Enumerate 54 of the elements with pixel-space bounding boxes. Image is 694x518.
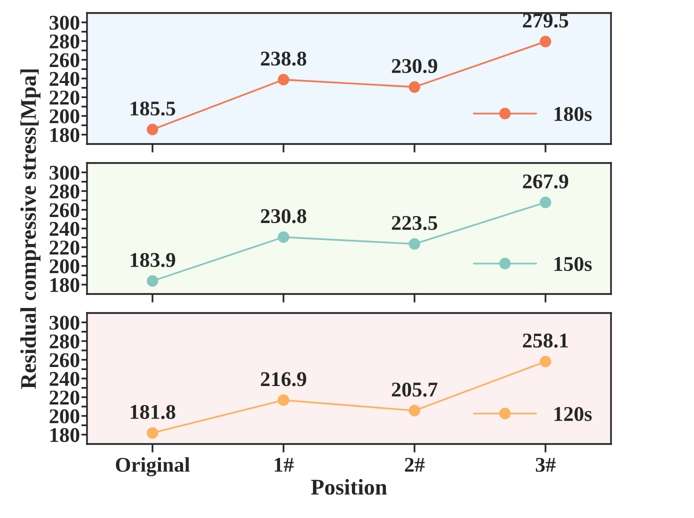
y-axis-title: Residual compressive stress[Mpa] [20,69,40,389]
legend-label: 120s [554,406,592,422]
y-tick-label: 240 [50,72,80,86]
y-tick-label: 300 [50,16,80,30]
y-tick-label: 180 [50,428,80,442]
point [540,36,552,48]
legend-label: 150s [554,256,592,272]
data-label: 181.8 [130,404,176,420]
data-label: 230.9 [392,59,438,74]
x-axis-title: Position [311,479,387,495]
y-tick-label: 260 [50,53,80,68]
data-label: 230.8 [260,209,306,224]
data-label: 185.5 [130,101,176,116]
point [408,238,420,250]
y-tick-label: 260 [50,353,80,368]
y-tick-label: 220 [50,240,80,255]
y-tick-label: 260 [50,203,80,218]
y-tick-label: 280 [50,184,80,199]
data-label: 258.1 [522,334,568,348]
point [146,124,158,136]
data-label: 267.9 [522,174,568,189]
data-label: 216.9 [260,372,306,386]
data-label: 238.8 [260,52,306,66]
y-tick-label: 180 [50,128,80,142]
y-tick-label: 300 [50,166,80,180]
y-tick-label: 280 [50,34,80,49]
point [278,394,290,406]
point [408,404,420,416]
x-tick-label: 2# [404,458,425,472]
point [278,74,290,86]
point [146,427,158,439]
legend-label: 180s [554,106,592,122]
point [408,81,420,93]
data-label: 223.5 [392,216,438,230]
y-tick-label: 220 [50,390,80,405]
data-label: 183.9 [130,252,176,268]
data-label: 279.5 [522,14,568,28]
y-tick-label: 220 [50,90,80,105]
y-tick-label: 300 [50,316,80,330]
y-tick-label: 240 [50,222,80,236]
point [278,231,290,243]
y-tick-label: 200 [50,109,80,124]
point [540,196,552,208]
y-tick-label: 180 [50,278,80,292]
y-tick-label: 280 [50,334,80,349]
data-label: 205.7 [392,382,438,397]
y-tick-label: 200 [50,259,80,274]
y-tick-label: 240 [50,372,80,386]
y-tick-label: 200 [50,409,80,424]
point [540,356,552,368]
x-tick-label: 1# [274,458,294,472]
point [146,275,158,287]
x-tick-label: 3# [536,458,556,472]
x-tick-label: Original [116,457,190,476]
